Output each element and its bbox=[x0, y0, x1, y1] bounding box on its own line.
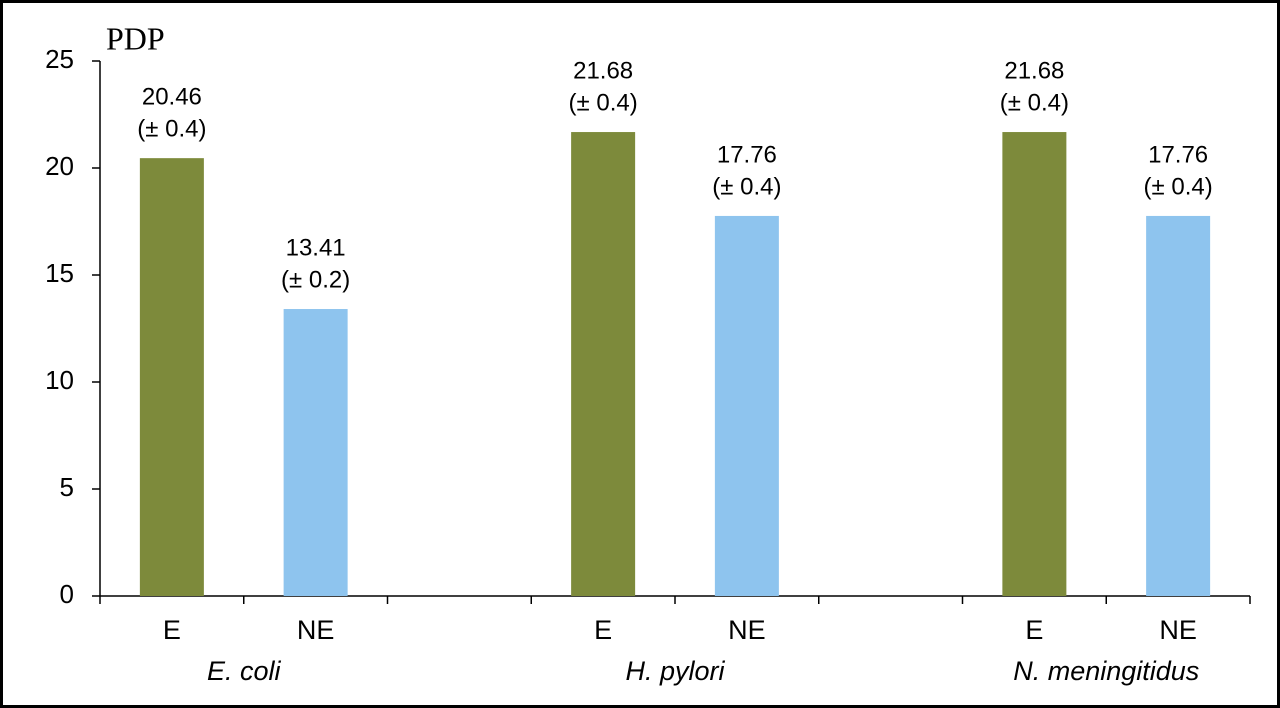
error-label: (± 0.4) bbox=[1144, 173, 1213, 200]
x-tick-label: E bbox=[1025, 615, 1043, 645]
error-label: (± 0.4) bbox=[569, 89, 638, 116]
y-tick-label: 25 bbox=[45, 44, 74, 74]
group-label: E. coli bbox=[207, 656, 282, 686]
error-label: (± 0.4) bbox=[712, 173, 781, 200]
bar bbox=[283, 309, 348, 596]
bar bbox=[1002, 132, 1067, 596]
bar bbox=[714, 215, 779, 596]
y-tick-label: 20 bbox=[45, 151, 74, 181]
x-tick-label: NE bbox=[297, 615, 335, 645]
bar bbox=[571, 132, 636, 596]
value-label: 21.68 bbox=[1004, 57, 1064, 84]
value-label: 17.76 bbox=[1148, 141, 1208, 168]
group-label: N. meningitidus bbox=[1013, 656, 1199, 686]
bar bbox=[139, 158, 204, 596]
bar bbox=[1146, 215, 1211, 596]
y-tick-label: 0 bbox=[60, 579, 74, 609]
group-label: H. pylori bbox=[625, 656, 725, 686]
value-label: 13.41 bbox=[286, 234, 346, 261]
y-tick-label: 5 bbox=[60, 472, 74, 502]
value-label: 21.68 bbox=[573, 57, 633, 84]
error-label: (± 0.4) bbox=[137, 115, 206, 142]
y-tick-label: 15 bbox=[45, 258, 74, 288]
value-label: 17.76 bbox=[717, 141, 777, 168]
x-tick-label: E bbox=[163, 615, 181, 645]
x-tick-label: NE bbox=[1159, 615, 1197, 645]
chart-title: PDP bbox=[106, 20, 165, 56]
x-tick-label: NE bbox=[728, 615, 766, 645]
value-label: 20.46 bbox=[142, 83, 202, 110]
x-tick-label: E bbox=[594, 615, 612, 645]
error-label: (± 0.2) bbox=[281, 266, 350, 293]
error-label: (± 0.4) bbox=[1000, 89, 1069, 116]
y-tick-label: 10 bbox=[45, 365, 74, 395]
